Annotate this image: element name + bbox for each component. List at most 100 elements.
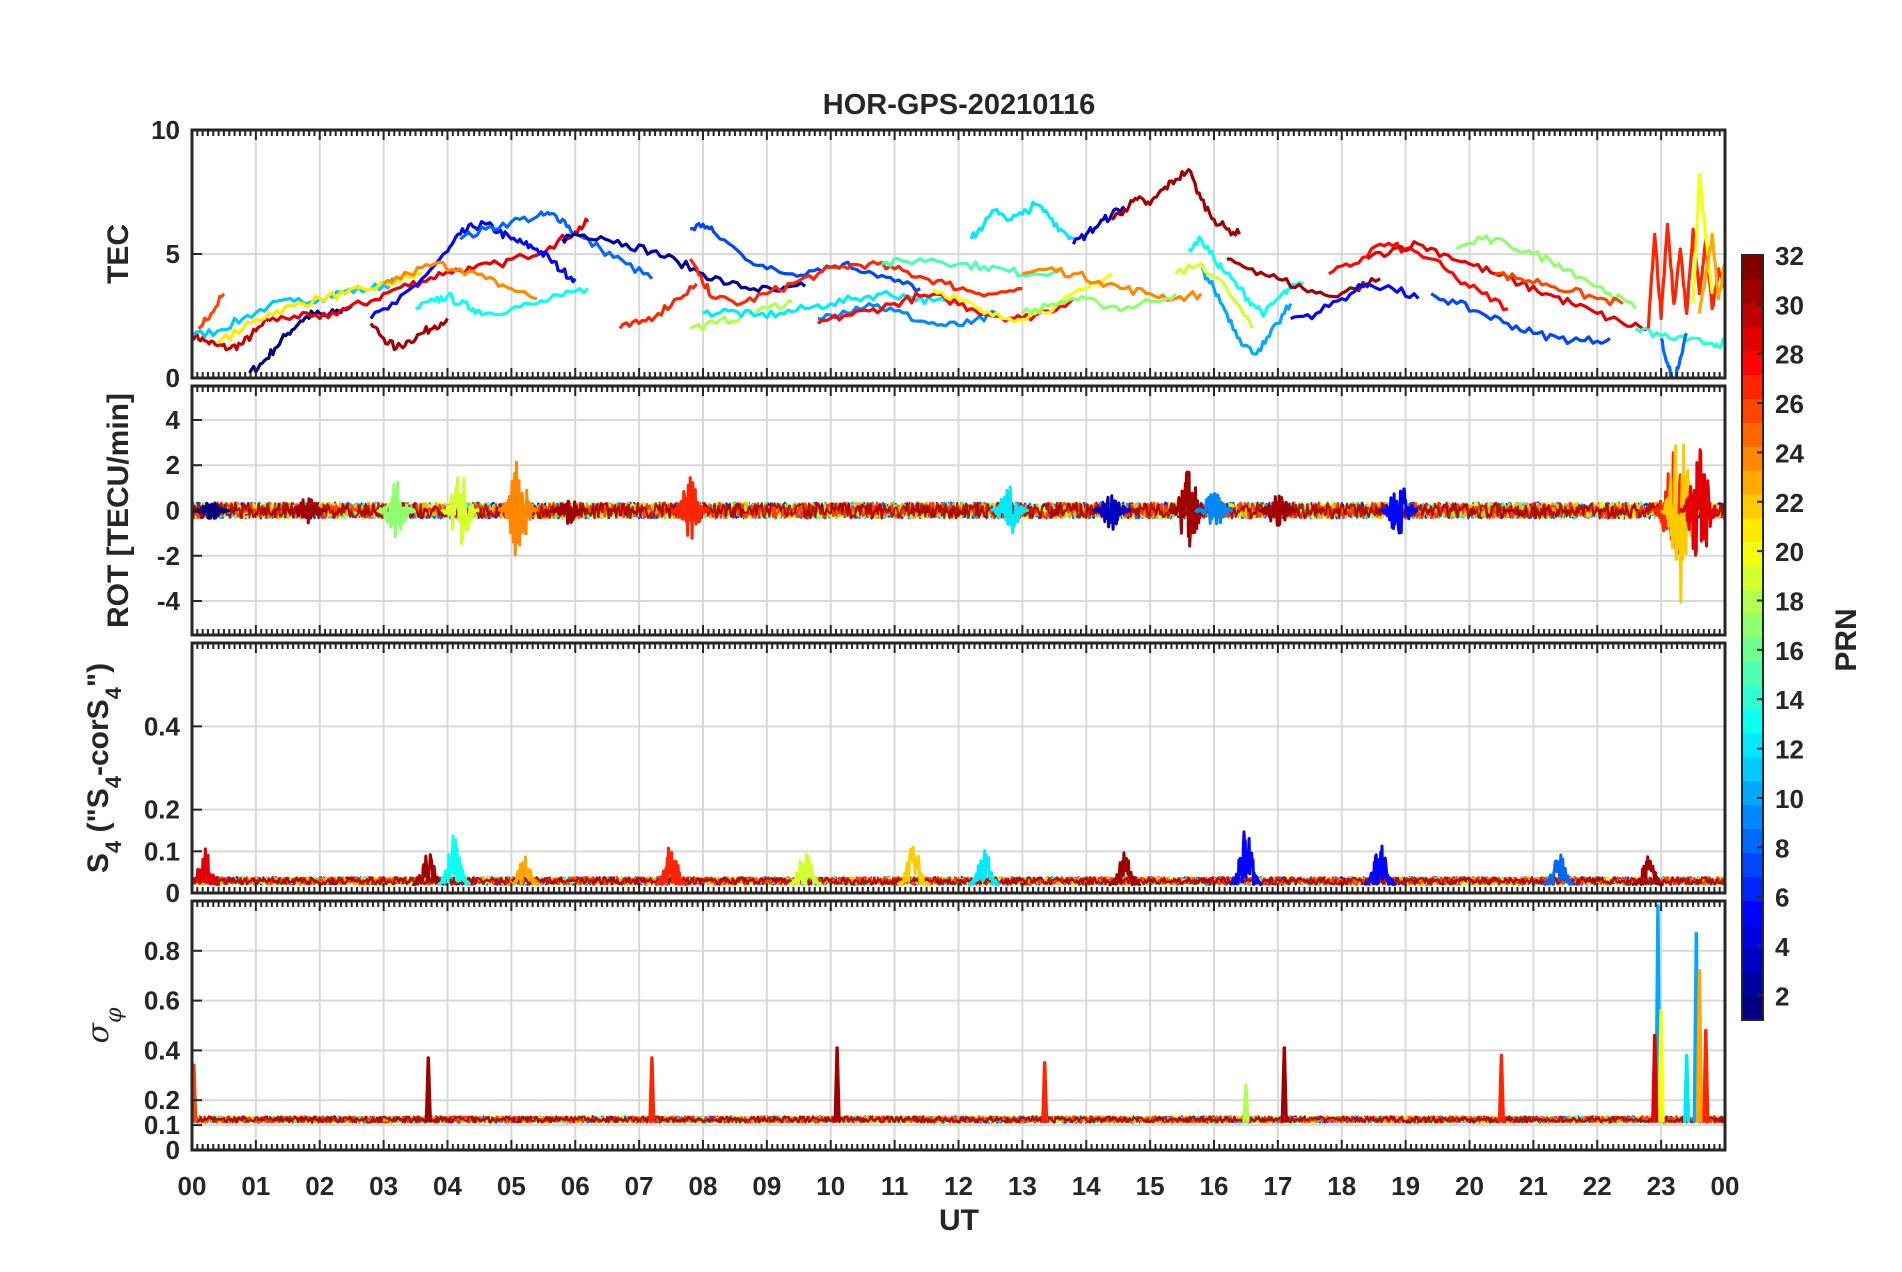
colorbar-band xyxy=(1742,374,1763,400)
x-axis: 00 01 02 03 04 05 06 07 08 09 10 11 12 13 14 15 16 17 18 19… xyxy=(178,1171,1740,1201)
burst-prn-13 xyxy=(437,834,472,887)
x-tick-label: 01 xyxy=(241,1171,270,1201)
y-tick-label: 0 xyxy=(166,1135,180,1165)
tec-series-prn-5 xyxy=(1290,282,1420,321)
x-tick-label: 22 xyxy=(1583,1171,1612,1201)
colorbar-band xyxy=(1742,948,1763,973)
x-tick-label: 05 xyxy=(497,1171,526,1201)
colorbar-band xyxy=(1742,350,1763,376)
tec-series-prn-8 xyxy=(1659,332,1688,378)
spike-prn-31 xyxy=(424,1056,432,1123)
burst-prn-17 xyxy=(376,480,417,539)
colorbar-band xyxy=(1742,709,1763,734)
colorbar-tick-label: 8 xyxy=(1775,833,1789,863)
x-tick-label: 04 xyxy=(433,1171,462,1201)
colorbar-band xyxy=(1742,446,1763,471)
x-tick-label: 07 xyxy=(625,1171,654,1201)
y-axis-label: TEC xyxy=(102,224,135,284)
panel-data xyxy=(192,443,1725,604)
y-tick-label: 2 xyxy=(166,450,180,480)
burst-prn-12 xyxy=(967,849,1001,887)
x-tick-label: 21 xyxy=(1519,1171,1548,1201)
tec-series-prn-28 xyxy=(1328,241,1509,312)
panel-grid xyxy=(192,901,1725,1150)
y-axis-label-subscript: φ xyxy=(102,1007,127,1023)
colorbar-band xyxy=(1742,422,1763,447)
colorbar-band xyxy=(1742,876,1763,902)
y-axis-label-subscript: 4 xyxy=(101,840,126,853)
y-tick-label: 0.4 xyxy=(144,711,181,741)
y-tick-label: 0.6 xyxy=(144,986,180,1016)
spike-prn-31 xyxy=(833,1046,841,1123)
tec-series-prn-17 xyxy=(1455,234,1637,310)
y-tick-label: 0.1 xyxy=(144,836,180,866)
tec-series-prn-7 xyxy=(1430,292,1611,346)
colorbar-band xyxy=(1742,780,1763,806)
colorbar-tick-label: 20 xyxy=(1775,537,1804,567)
burst-prn-3 xyxy=(1091,494,1132,531)
panel-minor-ticks xyxy=(191,643,1726,893)
x-tick-label: 14 xyxy=(1072,1171,1101,1201)
noise-trace-prn-31 xyxy=(192,1115,1725,1124)
colorbar-band xyxy=(1742,828,1763,854)
colorbar-band xyxy=(1742,637,1763,663)
colorbar-band xyxy=(1742,326,1763,352)
y-tick-label: -2 xyxy=(157,541,180,571)
colorbar-band xyxy=(1742,852,1763,878)
x-tick-label: 13 xyxy=(1008,1171,1037,1201)
colorbar-tick-label: 26 xyxy=(1775,389,1804,419)
colorbar-band xyxy=(1742,589,1763,615)
y-tick-label: 0.1 xyxy=(144,1110,180,1140)
tec-series-prn-27 xyxy=(618,282,698,330)
tec-series-prn-14 xyxy=(1634,326,1725,350)
tec-series-prn-26 xyxy=(1494,271,1624,307)
tec-series-prn-23 xyxy=(1697,232,1725,314)
burst-prn-31 xyxy=(1107,851,1142,887)
x-tick-label: 17 xyxy=(1263,1171,1292,1201)
tec-series-prn-17 xyxy=(1021,292,1177,315)
colorbar-band xyxy=(1742,900,1763,925)
panel-s4: 00.10.20.4S4 ("S4-corS4") xyxy=(82,641,1727,908)
tec-series-prn-10 xyxy=(1201,267,1293,356)
y-tick-label: 0.2 xyxy=(144,795,180,825)
burst-prn-23 xyxy=(507,855,542,887)
colorbar-tick-label: 16 xyxy=(1775,636,1804,666)
y-axis-label-part: σ xyxy=(81,1021,116,1043)
spike-prn-29 xyxy=(1651,1033,1659,1123)
burst-prn-31 xyxy=(287,497,327,525)
burst-prn-12 xyxy=(989,485,1030,535)
x-tick-label: 19 xyxy=(1391,1171,1420,1201)
colorbar-band xyxy=(1742,470,1763,495)
burst-prn-24 xyxy=(497,460,539,557)
y-tick-label: 5 xyxy=(166,239,180,269)
y-axis-label-part: ("S xyxy=(82,788,115,841)
colorbar-tick-label: 24 xyxy=(1775,438,1804,468)
colorbar-band xyxy=(1742,661,1763,686)
colorbar-tick-label: 18 xyxy=(1775,586,1804,616)
tec-series-prn-13 xyxy=(1187,235,1305,318)
x-tick-label: 08 xyxy=(689,1171,718,1201)
y-tick-label: 0.8 xyxy=(144,936,180,966)
tec-series-prn-26 xyxy=(197,292,226,330)
colorbar-tick-label: 12 xyxy=(1775,735,1804,765)
tec-series-prn-20 xyxy=(931,272,1113,324)
colorbar-band xyxy=(1742,972,1763,997)
panel-minor-ticks xyxy=(191,386,1726,635)
panel-tec: 0 5 10 TEC xyxy=(102,115,1727,393)
tec-series-prn-19 xyxy=(1174,262,1254,329)
colorbar-label: PRN xyxy=(1830,608,1863,671)
burst-prn-5 xyxy=(1229,830,1263,887)
y-axis-label-part: ") xyxy=(82,663,115,687)
y-axis-label-subscript: 4 xyxy=(101,775,126,788)
tec-series-prn-3 xyxy=(1072,205,1126,245)
colorbar-tick-label: 28 xyxy=(1775,340,1804,370)
tec-series-prn-2 xyxy=(561,232,807,293)
y-tick-label: 0.2 xyxy=(144,1085,180,1115)
y-tick-label: -4 xyxy=(157,586,181,616)
colorbar-band xyxy=(1742,996,1763,1021)
colorbar-band xyxy=(1742,517,1763,543)
tec-series-prn-12 xyxy=(969,200,1075,241)
spike-prn-27 xyxy=(1497,1053,1506,1123)
